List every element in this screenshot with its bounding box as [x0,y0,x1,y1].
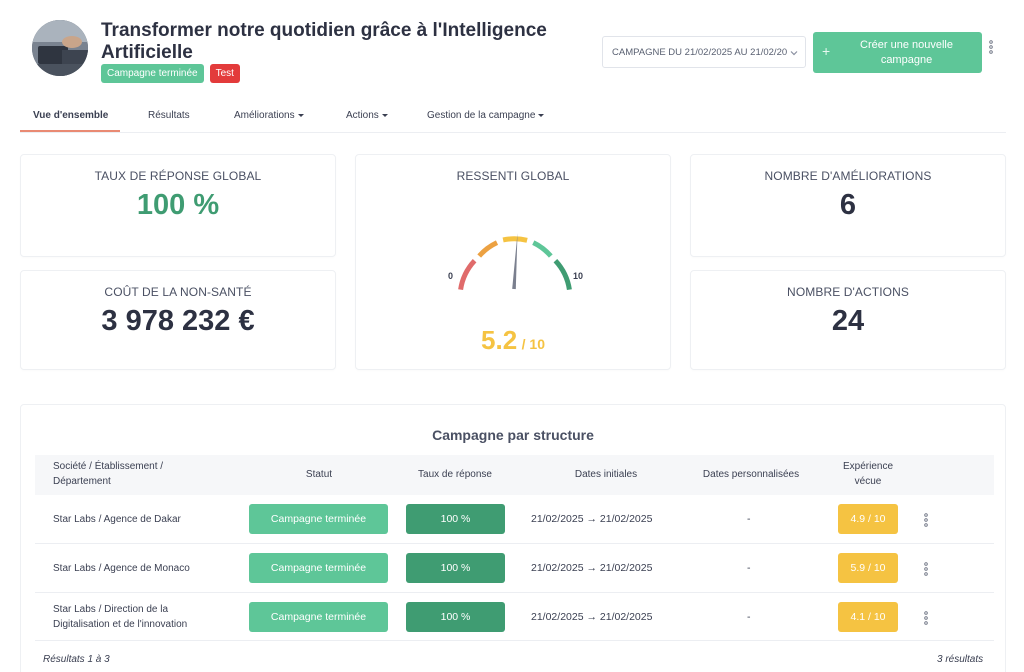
row-dates: 21/02/2025 → 21/02/2025 [531,513,653,525]
tab-bar: Vue d'ensemble Résultats Améliorations A… [20,100,1006,133]
kpi-actions-card: NOMBRE D'ACTIONS 24 [690,270,1006,370]
row-structure-name: Star Labs / Direction de la Digitalisati… [53,604,188,630]
kpi-label: TAUX DE RÉPONSE GLOBAL [94,169,262,183]
more-vert-icon[interactable] [923,611,929,625]
gauge-segment-red [458,258,477,291]
row-experience: 4.9 / 10 [838,504,898,534]
kpi-improvements-card: NOMBRE D'AMÉLIORATIONS 6 [690,154,1006,257]
tab-actions[interactable]: Actions [346,110,388,121]
row-dates: 21/02/2025 → 21/02/2025 [531,562,653,574]
results-count: 3 résultats [937,654,984,665]
row-custom-dates: - [747,513,751,525]
kpi-label: COÛT DE LA NON-SANTÉ [104,285,252,299]
row-structure-name: Star Labs / Agence de Monaco [53,563,190,574]
row-custom-dates: - [747,562,751,574]
gauge-min-label: 0 [448,271,454,281]
header-rate: Taux de réponse [418,469,492,480]
caret-down-icon [297,113,304,117]
tab-campaign-management[interactable]: Gestion de la campagne [427,110,545,121]
campaign-select-value: CAMPAGNE DU 21/02/2025 AU 21/02/20 [612,46,788,58]
table-row: Star Labs / Agence de Monaco Campagne te… [35,544,994,593]
campaign-select[interactable]: CAMPAGNE DU 21/02/2025 AU 21/02/20 [602,36,806,68]
chevron-down-icon [790,51,798,56]
table-row: Star Labs / Direction de la Digitalisati… [35,593,994,641]
kpi-response-rate-card: TAUX DE RÉPONSE GLOBAL 100 % [20,154,336,257]
row-experience: 5.9 / 10 [838,553,898,583]
create-campaign-label: Créer une nouvelle campagne [860,38,953,66]
header-status: Statut [305,469,333,480]
tab-improvements[interactable]: Améliorations [234,110,304,121]
caret-down-icon [538,113,545,117]
kpi-value: 100 % [136,189,220,221]
feeling-score: 5.2 / 10 [356,325,670,356]
table-row: Star Labs / Agence de Dakar Campagne ter… [35,495,994,544]
avatar-photo [32,20,88,76]
kpi-value: 24 [831,305,865,337]
status-badge: Campagne terminée [101,64,204,83]
feeling-gauge [458,233,572,291]
page-title: Transformer notre quotidien grâce à l'In… [101,20,547,63]
campaign-avatar [32,20,88,76]
header-structure: Société / Établissement / Département [53,461,164,487]
tab-campaign-management-label: Gestion de la campagne [427,110,536,121]
gauge-segment-dark-green [553,258,572,291]
kpi-label: RESSENTI GLOBAL [456,169,570,183]
plus-icon: + [822,43,831,59]
tab-overview[interactable]: Vue d'ensemble [33,110,109,121]
tab-results[interactable]: Résultats [148,110,190,121]
status-badges: Campagne terminée Test [101,64,240,83]
row-status: Campagne terminée [249,553,388,583]
page-header: Transformer notre quotidien grâce à l'In… [0,0,1024,92]
row-dates: 21/02/2025 → 21/02/2025 [531,611,653,623]
create-campaign-button[interactable]: + Créer une nouvelle campagne [813,32,982,73]
table-header: Société / Établissement / Département St… [35,455,994,495]
gauge-max-label: 10 [573,271,584,281]
more-vert-icon[interactable] [988,40,994,54]
table-title: Campagne par structure [432,427,594,443]
gauge-segment-green [532,240,553,258]
caret-down-icon [381,113,388,117]
active-tab-indicator [20,130,120,132]
gauge-needle [512,233,518,290]
more-vert-icon[interactable] [923,562,929,576]
row-rate: 100 % [406,504,505,534]
tab-improvements-label: Améliorations [234,110,295,121]
more-vert-icon[interactable] [923,513,929,527]
header-experience: Expérience vécue [842,461,894,487]
kpi-label: NOMBRE D'ACTIONS [787,285,909,299]
feeling-score-suffix: / 10 [521,336,545,352]
header-dates: Dates initiales [574,469,638,480]
feeling-score-value: 5.2 [481,325,518,355]
gauge-segment-orange [477,240,499,258]
tab-actions-label: Actions [346,110,379,121]
kpi-value: 3 978 232 € [101,305,255,337]
row-custom-dates: - [747,611,751,623]
row-status: Campagne terminée [249,602,388,632]
structure-table-card: Campagne par structure Société / Établis… [20,404,1006,672]
kpi-label: NOMBRE D'AMÉLIORATIONS [764,169,932,183]
row-experience: 4.1 / 10 [838,602,898,632]
pagination-range: Résultats 1 à 3 [43,654,110,665]
row-structure-name: Star Labs / Agence de Dakar [53,514,181,525]
test-badge: Test [209,64,240,83]
row-rate: 100 % [406,602,505,632]
kpi-value: 6 [839,189,857,221]
row-rate: 100 % [406,553,505,583]
kpi-feeling-card: RESSENTI GLOBAL 0 10 5.2 / 10 [355,154,671,370]
header-custom-dates: Dates personnalisées [702,469,800,480]
gauge-segment-yellow [502,236,528,243]
kpi-cost-card: COÛT DE LA NON-SANTÉ 3 978 232 € [20,270,336,370]
row-status: Campagne terminée [249,504,388,534]
